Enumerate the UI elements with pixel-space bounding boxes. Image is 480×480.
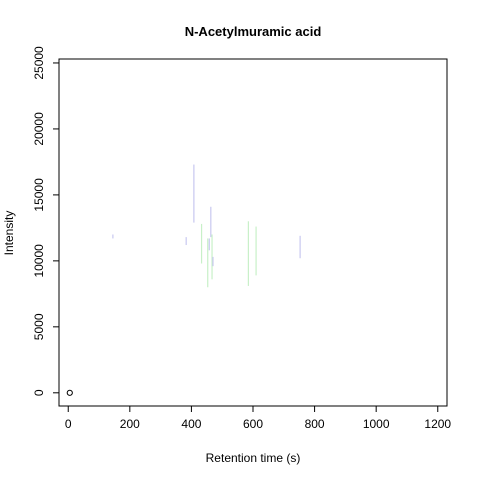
- x-tick-label: 1200: [424, 417, 451, 431]
- y-tick-label: 20000: [32, 112, 46, 146]
- y-tick-label: 5000: [32, 313, 46, 340]
- y-tick-label: 25000: [32, 46, 46, 80]
- x-axis-label: Retention time (s): [206, 451, 301, 465]
- x-tick-label: 400: [181, 417, 201, 431]
- y-axis-label: Intensity: [2, 211, 16, 256]
- x-tick-label: 200: [120, 417, 140, 431]
- x-axis: 0 200 400 600 800 1000 1200: [65, 405, 451, 431]
- data-marks: [66, 164, 301, 396]
- data-point: [66, 389, 73, 396]
- x-tick-label: 0: [65, 417, 72, 431]
- chart-title: N-Acetylmuramic acid: [185, 24, 322, 39]
- y-tick-label: 15000: [32, 178, 46, 212]
- y-tick-label: 10000: [32, 244, 46, 278]
- plot-area-frame: [58, 58, 448, 407]
- y-tick-label: 0: [32, 389, 46, 396]
- x-tick-label: 1000: [363, 417, 390, 431]
- y-axis: 0 5000 10000 15000 20000 25000: [32, 46, 60, 396]
- x-tick-label: 600: [243, 417, 263, 431]
- x-tick-label: 800: [305, 417, 325, 431]
